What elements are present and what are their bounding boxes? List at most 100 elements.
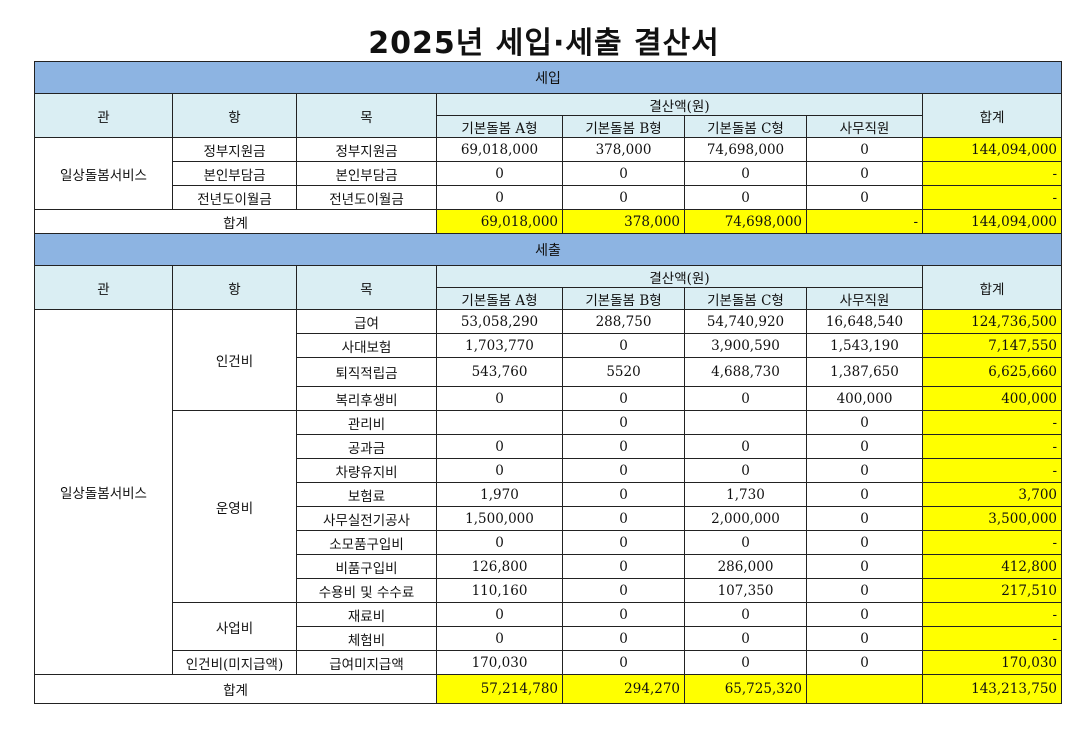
- header-amount: 결산액(원): [436, 93, 923, 116]
- income-header-row: 관 항 목 결산액(원) 합계: [34, 93, 1063, 138]
- cell-mok: 전년도이월금: [296, 185, 437, 210]
- cell-c: 3,900,590: [684, 333, 807, 358]
- expense-gwan: 일상돌봄서비스: [34, 309, 173, 675]
- cell-d: 0: [806, 626, 923, 651]
- header-col-d: 사무직원: [806, 287, 923, 310]
- cell-mok: 본인부담금: [296, 161, 437, 186]
- cell-b: 0: [562, 333, 685, 358]
- cell-d: 0: [806, 482, 923, 507]
- sum-a: 69,018,000: [436, 209, 563, 234]
- cell-d: 0: [806, 161, 923, 186]
- cell-mok: 수용비 및 수수료: [296, 578, 437, 603]
- cell-total: 412,800: [921, 554, 1063, 579]
- cell-mok: 복리후생비: [296, 386, 437, 411]
- cell-a: 0: [436, 185, 563, 210]
- cell-c: 1,730: [684, 482, 807, 507]
- cell-total: 6,625,660: [921, 357, 1063, 387]
- cell-d: 0: [806, 506, 923, 531]
- cell-a: 0: [436, 161, 563, 186]
- expense-sum-label: 합계: [34, 674, 437, 704]
- cell-total: 400,000: [921, 386, 1063, 411]
- cell-b: 0: [562, 482, 685, 507]
- header-hang: 항: [172, 93, 297, 138]
- table-row: 본인부담금 본인부담금 0 0 0 0 -: [35, 161, 1063, 186]
- cell-d: 400,000: [806, 386, 923, 411]
- income-gwan: 일상돌봄서비스: [34, 137, 173, 210]
- income-sum-label: 합계: [34, 209, 437, 234]
- cell-mok: 관리비: [296, 410, 437, 435]
- document-title: 2025년 세입·세출 결산서: [368, 26, 720, 61]
- table-row: 인건비(미지급액) 급여미지급액 170,030 0 0 0 170,030: [35, 650, 1063, 675]
- cell-total: 3,700: [921, 482, 1063, 507]
- cell-hang: 전년도이월금: [172, 185, 297, 210]
- cell-d: 0: [806, 554, 923, 579]
- table-row: 체험비 0 0 0 0 -: [35, 626, 1063, 651]
- header-hang: 항: [172, 265, 297, 310]
- header-gwan: 관: [34, 93, 173, 138]
- cell-total: 3,500,000: [921, 506, 1063, 531]
- expense-header-row: 관 항 목 결산액(원) 합계: [34, 265, 1063, 310]
- cell-a: 0: [436, 530, 563, 555]
- table-row: 비품구입비 126,800 0 286,000 0 412,800: [35, 554, 1063, 579]
- cell-mok: 체험비: [296, 626, 437, 651]
- cell-a: 69,018,000: [436, 137, 563, 162]
- group-operation: 운영비: [172, 410, 297, 603]
- cell-total: -: [921, 626, 1063, 651]
- sum-d: [806, 674, 923, 704]
- group-business: 사업비: [172, 602, 297, 651]
- group-personnel: 인건비: [172, 309, 297, 411]
- header-col-a: 기본돌봄 A형: [436, 287, 563, 310]
- cell-b: 0: [562, 530, 685, 555]
- cell-mok: 사무실전기공사: [296, 506, 437, 531]
- cell-a: 1,500,000: [436, 506, 563, 531]
- cell-b: 0: [562, 185, 685, 210]
- header-col-b: 기본돌봄 B형: [562, 287, 685, 310]
- cell-c: 286,000: [684, 554, 807, 579]
- income-section-label: 세입: [33, 61, 1063, 94]
- cell-mok: 퇴직적립금: [296, 357, 437, 387]
- header-amount: 결산액(원): [436, 265, 923, 288]
- cell-total: -: [921, 161, 1063, 186]
- header-col-d: 사무직원: [806, 115, 923, 138]
- header-gwan: 관: [34, 265, 173, 310]
- cell-total: -: [921, 185, 1063, 210]
- table-row: 소모품구입비 0 0 0 0 -: [35, 530, 1063, 555]
- cell-mok: 사대보험: [296, 333, 437, 358]
- sum-c: 65,725,320: [684, 674, 807, 704]
- cell-hang: 본인부담금: [172, 161, 297, 186]
- income-section-row: 세입: [33, 61, 1063, 94]
- cell-d: 0: [806, 578, 923, 603]
- header-col-b: 기본돌봄 B형: [562, 115, 685, 138]
- cell-c: 0: [684, 458, 807, 483]
- cell-total: 217,510: [921, 578, 1063, 603]
- cell-d: 0: [806, 434, 923, 459]
- cell-mok: 공과금: [296, 434, 437, 459]
- table-row: 사대보험 1,703,770 0 3,900,590 1,543,190 7,1…: [35, 333, 1063, 358]
- cell-total: -: [921, 530, 1063, 555]
- expense-sum-row: 합계 57,214,780 294,270 65,725,320 143,213…: [34, 674, 1063, 704]
- cell-a: 0: [436, 434, 563, 459]
- settlement-table: 세입 관 항 목 결산액(원) 합계 기본돌봄 A형 기본돌봄 B형 기본돌봄 …: [33, 61, 1063, 704]
- header-total: 합계: [921, 265, 1063, 310]
- cell-c: 0: [684, 386, 807, 411]
- cell-c: [684, 410, 807, 435]
- cell-a: 0: [436, 386, 563, 411]
- cell-c: 2,000,000: [684, 506, 807, 531]
- cell-b: 0: [562, 458, 685, 483]
- sum-b: 378,000: [562, 209, 685, 234]
- cell-d: 0: [806, 137, 923, 162]
- cell-b: 0: [562, 410, 685, 435]
- cell-total: 7,147,550: [921, 333, 1063, 358]
- cell-d: 0: [806, 530, 923, 555]
- cell-a: 170,030: [436, 650, 563, 675]
- header-col-a: 기본돌봄 A형: [436, 115, 563, 138]
- income-subheader-row: 기본돌봄 A형 기본돌봄 B형 기본돌봄 C형 사무직원: [35, 115, 1062, 138]
- cell-total: -: [921, 458, 1063, 483]
- header-total: 합계: [921, 93, 1063, 138]
- cell-b: 288,750: [562, 309, 685, 334]
- cell-a: 1,970: [436, 482, 563, 507]
- cell-c: 4,688,730: [684, 357, 807, 387]
- sum-b: 294,270: [562, 674, 685, 704]
- cell-a: 1,703,770: [436, 333, 563, 358]
